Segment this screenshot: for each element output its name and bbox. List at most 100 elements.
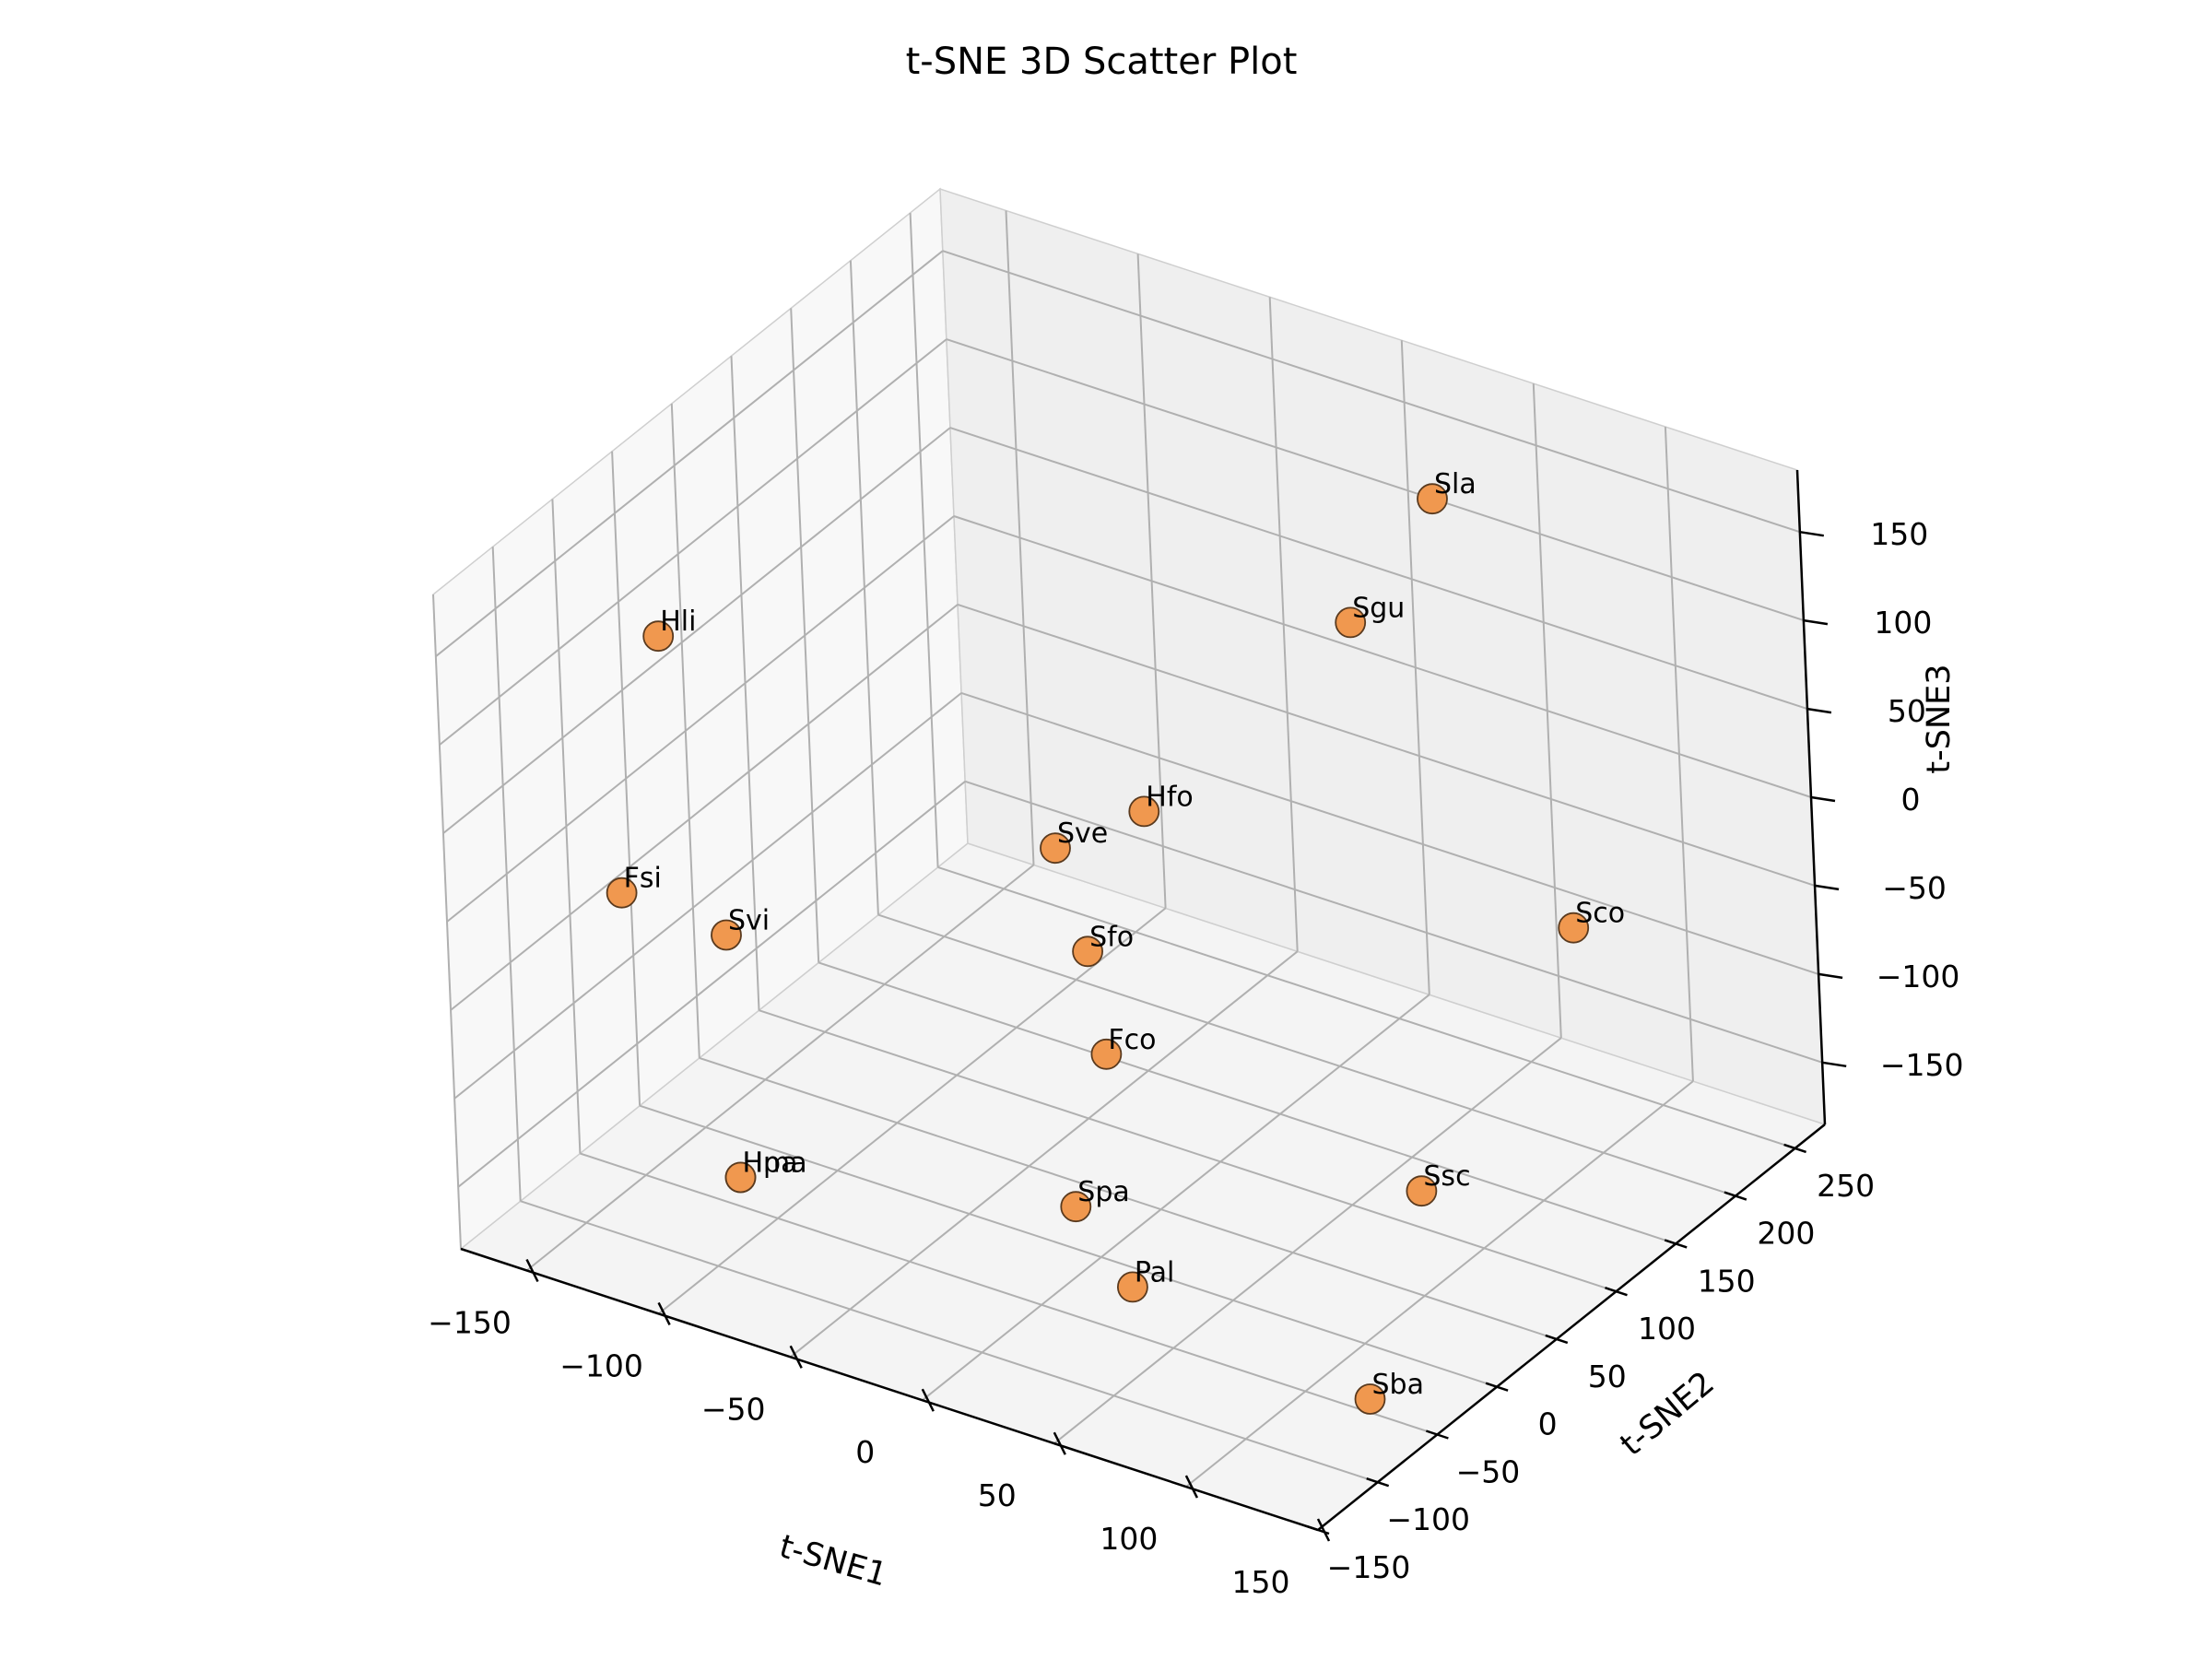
z-tick-mark [1814,884,1840,891]
point-label: Sla [1434,468,1477,500]
point-marker [606,877,638,909]
y-tick-label: −100 [1386,1501,1470,1537]
point-label: Fsi [624,863,662,895]
point-label: Pal [1135,1256,1174,1288]
grid-line-z-back [942,250,1801,534]
point-label: Svi [728,905,770,937]
point-marker [1072,935,1103,968]
grid-line-z-left [446,515,955,923]
point-marker [724,1161,757,1194]
x-axis-line [460,1247,1319,1532]
y-tick-mark [1724,1191,1747,1201]
z-tick-label: −50 [1882,870,1947,906]
point-marker [1406,1175,1438,1207]
z-tick-mark [1803,618,1829,626]
z-tick-label: 50 [1888,693,1926,729]
grid-line-y-floor [759,1009,1617,1293]
z-tick-mark [1799,530,1824,537]
data-point-spa: Spa [1060,1176,1130,1223]
data-point-pal: Pal [1117,1256,1174,1303]
x-tick-mark [1053,1431,1066,1455]
data-point-sco: Sco [1558,898,1625,944]
x-tick-mark [789,1345,803,1369]
grid-line-y-floor [699,1056,1558,1340]
point-label: Sfo [1089,921,1134,953]
point-marker [642,620,675,653]
data-point-fco: Fco [1090,1024,1157,1070]
z-tick-label: −150 [1880,1047,1964,1083]
grid-line-y-floor [639,1104,1498,1388]
grid-line-y-floor [937,865,1795,1149]
data-point-ssc: Ssc [1406,1160,1471,1207]
y-tick-label: 150 [1698,1263,1756,1299]
z-axis-label: t-SNE3 [1921,664,1958,773]
y-tick-label: 0 [1538,1406,1558,1442]
x-tick-label: 150 [1232,1564,1290,1600]
point-label: Sve [1057,818,1108,850]
y-tick-mark [1545,1334,1569,1345]
grid-line-z-back [953,515,1812,798]
data-point-sve: Sve [1040,818,1108,865]
data-point-hfo: Hfo [1128,781,1194,828]
point-label: Spa [1077,1176,1129,1208]
point-label: Sba [1372,1369,1424,1401]
grid-line-y-floor [877,913,1736,1197]
x-tick-mark [921,1388,935,1412]
y-tick-mark [1485,1382,1509,1392]
point-marker [1117,1271,1148,1303]
chart-title: t-SNE 3D Scatter Plot [906,41,1298,83]
grid-line-y-floor [520,1200,1379,1484]
point-marker [1060,1191,1092,1223]
point-label: Hli [660,606,696,638]
grid-line-z-left [457,781,966,1188]
y-axis-line [1317,1124,1826,1531]
z-tick-mark [1818,972,1843,980]
data-point-fsi: Fsi [606,863,662,909]
point-marker [1090,1038,1123,1070]
point-marker [1558,912,1590,944]
data-point-sfo: Sfo [1072,921,1134,968]
axis-panes [432,187,1827,1531]
point-label: Fco [1108,1024,1156,1056]
y-tick-mark [1306,1524,1330,1535]
z-tick-label: −100 [1877,959,1960,994]
grid-line-z-back [957,603,1816,887]
grid-line-x-floor [1185,1080,1694,1488]
point-label: Hfo [1146,781,1193,813]
y-tick-label: 250 [1817,1168,1875,1204]
grid-line-y-floor [818,961,1677,1245]
x-tick-mark [1316,1518,1331,1542]
data-points: SlaSguHliHfoSveScoSfoFsiSviFcoSscSpaHmaH… [606,468,1625,1415]
grid-line-z-back [946,338,1805,622]
point-marker [1040,832,1071,865]
y-tick-label: −50 [1456,1454,1521,1490]
grid-line-x-floor [657,907,1167,1315]
data-point-sgu: Sgu [1335,592,1405,639]
y-tick-mark [1605,1287,1628,1297]
point-label: Sgu [1352,592,1405,624]
point-label: Sco [1575,898,1625,930]
data-point-hpa: Hpa [724,1147,798,1194]
y-tick-label: 200 [1757,1216,1815,1252]
grid-line-z-left [453,692,962,1100]
z-tick-label: 150 [1870,516,1928,552]
grid-line-x-floor [922,994,1430,1401]
x-tick-mark [525,1258,539,1283]
y-tick-mark [1366,1477,1390,1488]
y-tick-mark [1664,1239,1688,1249]
grid-line-z-back [964,780,1823,1064]
point-marker [1354,1383,1386,1415]
z-tick-label: 0 [1901,782,1921,818]
point-marker [1128,795,1160,828]
z-tick-mark [1822,1061,1847,1068]
x-tick-label: −150 [428,1305,512,1341]
grid-line-z-left [435,250,944,657]
x-tick-label: 100 [1100,1521,1158,1557]
point-marker [711,919,742,951]
x-tick-label: 0 [855,1434,875,1470]
point-marker [1417,483,1448,515]
grid-line-z-left [439,338,947,746]
y-tick-mark [1426,1430,1449,1440]
data-point-sba: Sba [1354,1369,1424,1415]
